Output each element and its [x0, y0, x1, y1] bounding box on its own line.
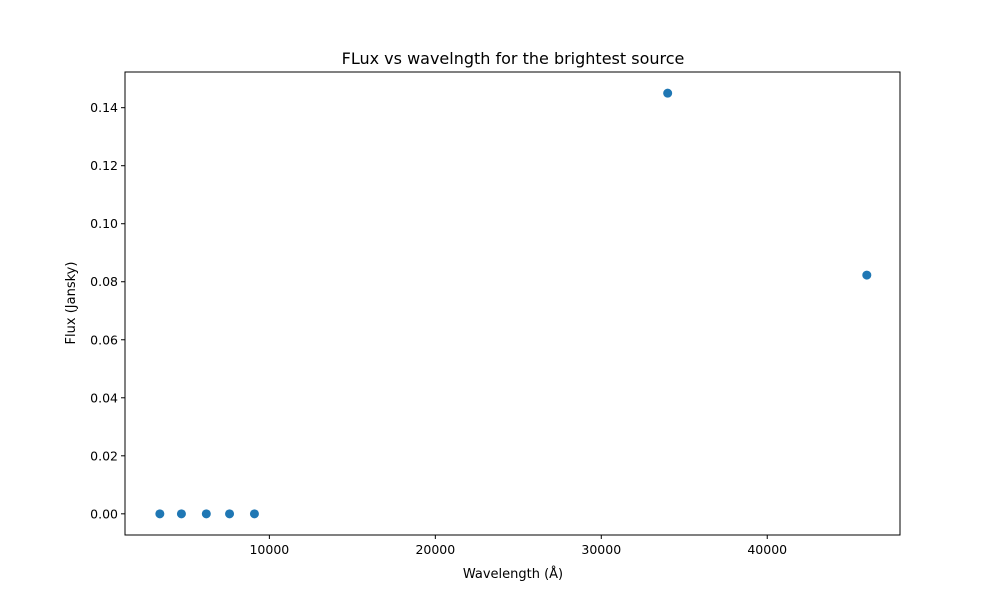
- x-tick-label: 40000: [747, 542, 787, 557]
- data-point: [862, 270, 872, 280]
- x-tick-label: 30000: [581, 542, 621, 557]
- y-tick-label: 0.14: [90, 100, 118, 115]
- data-point: [155, 509, 165, 519]
- y-tick-label: 0.04: [90, 390, 118, 405]
- y-tick-label: 0.12: [90, 158, 118, 173]
- x-axis-label: Wavelength (Å): [463, 566, 563, 582]
- data-point: [225, 509, 235, 519]
- chart-title: FLux vs wavelngth for the brightest sour…: [342, 49, 685, 68]
- y-tick-label: 0.08: [90, 274, 118, 289]
- plot-frame: [124, 71, 901, 536]
- y-axis-label: Flux (Jansky): [64, 262, 79, 345]
- data-points: [155, 88, 872, 519]
- data-point: [663, 88, 673, 98]
- y-tick-label: 0.06: [90, 332, 118, 347]
- data-point: [201, 509, 211, 519]
- axis-ticks: 10000 20000 30000 40000 0.00 0.02 0.04 0.06 0.08…: [90, 100, 787, 557]
- x-tick-label: 10000: [249, 542, 289, 557]
- y-tick-label: 0.10: [90, 216, 118, 231]
- data-point: [176, 509, 186, 519]
- y-tick-label: 0.02: [90, 448, 118, 463]
- y-tick-label: 0.00: [90, 506, 118, 521]
- x-tick-label: 20000: [415, 542, 455, 557]
- data-point: [249, 509, 259, 519]
